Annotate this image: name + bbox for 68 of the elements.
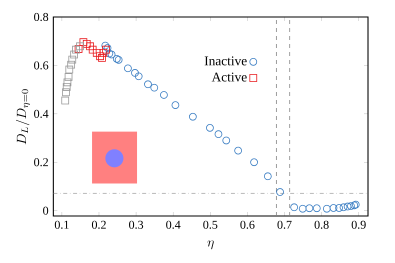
point [86,42,94,50]
y-tick-label: 0.2 [34,158,48,166]
point [106,50,114,58]
x-tick-label: 0.2 [92,220,106,229]
point [76,42,84,50]
point [160,91,168,99]
point [206,124,214,132]
point [114,56,123,64]
point [98,54,106,62]
point [74,45,82,53]
point [92,48,101,57]
point [298,204,307,213]
point [124,64,132,72]
point [306,204,314,212]
point [347,202,355,210]
x-tick-label: 0.3 [129,220,144,229]
point [290,203,298,212]
point [250,158,258,166]
y-tick-label: 0.4 [34,110,48,118]
point [62,88,70,96]
point [172,101,180,109]
point [150,84,158,92]
point [134,72,143,80]
point [222,136,230,144]
point [264,172,272,180]
point [64,78,72,86]
y-tick-label: 0.6 [34,61,48,70]
x-tick-label: 0.8 [314,220,329,229]
point [330,204,338,212]
point [344,202,352,210]
x-tick-label: 0.9 [352,220,366,229]
point [276,188,284,196]
point [70,50,78,58]
point [62,83,71,91]
y-tick-label: 0.8 [34,12,48,22]
point [312,204,321,212]
x-tick-label: 0.4 [166,220,181,229]
x-axis-title: $\eta$ [208,240,214,250]
point [214,130,222,138]
point [88,46,97,54]
point [112,55,121,63]
x-tick-label: 0.5 [203,220,218,229]
point [64,73,72,81]
point [144,80,152,88]
point [108,50,116,58]
point [101,42,110,50]
point [335,204,343,212]
x-tick-label: 0.7 [277,220,292,229]
y-axis-title: $D_L/D_{\eta=0}$ [16,89,30,144]
point [72,46,80,54]
point [340,203,348,212]
legend-label: Inactive [204,56,247,66]
x-tick-label: 0.6 [240,220,255,229]
point [96,52,104,60]
point [131,69,139,77]
point [67,60,76,69]
point [322,204,331,213]
point [234,146,242,154]
point [82,40,91,48]
point [80,38,88,46]
y-tick-label: 0 [43,206,48,215]
point [61,96,70,104]
point [65,66,74,74]
point [100,48,108,57]
x-tick-label: 0.1 [54,220,69,229]
point [68,56,76,64]
point [189,112,197,121]
legend-label: Active [212,72,247,82]
